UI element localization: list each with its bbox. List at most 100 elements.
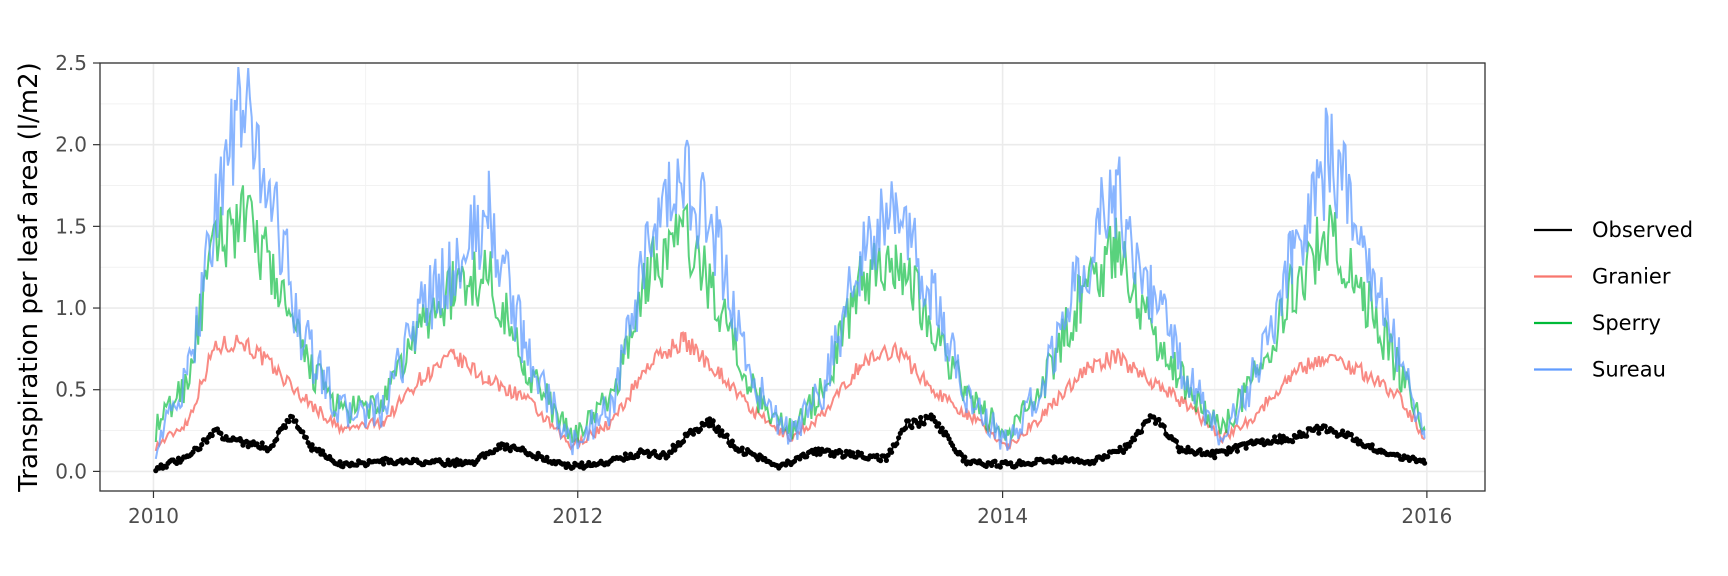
observed-point (909, 424, 915, 431)
observed-point (921, 421, 927, 427)
observed-point (497, 445, 503, 451)
observed-point (337, 459, 343, 465)
y-tick-label: 1.0 (55, 296, 87, 320)
y-axis-title: Transpiration per leaf area (l/m2) (14, 62, 44, 493)
observed-point (710, 418, 716, 424)
observed-point (579, 460, 585, 466)
observed-point (1145, 418, 1152, 424)
observed-point (1322, 423, 1328, 429)
observed-point (1422, 460, 1428, 466)
legend-label-sperry: Sperry (1592, 311, 1661, 335)
observed-point (622, 451, 629, 457)
observed-point (889, 449, 895, 455)
observed-point (1340, 428, 1346, 434)
observed-point (918, 414, 924, 421)
observed-point (644, 448, 651, 454)
observed-point (885, 452, 891, 458)
observed-point (874, 452, 880, 458)
observed-point (1243, 445, 1249, 451)
observed-point (690, 431, 697, 437)
observed-point (1156, 416, 1162, 423)
legend-label-granier: Granier (1592, 265, 1671, 289)
observed-point (1151, 414, 1157, 420)
y-tick-label: 2.0 (55, 133, 87, 157)
y-tick-label: 0.0 (55, 459, 87, 483)
observed-point (1185, 444, 1191, 450)
observed-point (199, 442, 205, 448)
observed-point (381, 461, 387, 467)
observed-point (1120, 449, 1127, 455)
observed-point (293, 418, 299, 424)
observed-point (1272, 434, 1278, 440)
observed-point (1050, 460, 1056, 466)
observed-point (905, 418, 912, 424)
observed-point (163, 464, 169, 470)
observed-point (755, 457, 761, 463)
observed-point (708, 422, 715, 428)
observed-point (190, 449, 196, 455)
observed-point (1126, 443, 1132, 449)
observed-point (482, 454, 488, 460)
observed-point (1348, 431, 1354, 438)
observed-point (804, 454, 810, 460)
legend-label-sureau: Sureau (1592, 358, 1666, 382)
x-tick-label: 2012 (552, 504, 603, 528)
observed-point (1212, 455, 1218, 461)
observed-point (838, 449, 844, 455)
observed-point (1369, 442, 1375, 448)
observed-point (946, 436, 952, 442)
ticks-layer (93, 62, 1428, 498)
observed-point (445, 457, 451, 463)
observed-point (958, 451, 964, 457)
observed-point (936, 421, 942, 427)
observed-point (1105, 454, 1111, 460)
observed-point (719, 428, 725, 434)
observed-point (715, 424, 722, 430)
plot-border (99, 62, 1486, 492)
observed-point (303, 434, 309, 441)
x-tick-label: 2016 (1401, 504, 1452, 528)
observed-point (1259, 437, 1265, 443)
observed-point (930, 414, 937, 420)
series-line-sureau (154, 67, 1426, 460)
observed-point (1138, 429, 1145, 435)
tick-labels: 2010 2012 2014 2016 0.0 0.5 1.0 1.5 2.0 2.5 (55, 51, 1452, 528)
x-tick-label: 2014 (977, 504, 1028, 528)
observed-point (270, 442, 276, 448)
observed-point (1131, 437, 1138, 443)
observed-point (309, 442, 315, 448)
observed-point (665, 453, 671, 459)
observed-point (1161, 423, 1167, 429)
observed-point (878, 458, 884, 464)
observed-point (1197, 447, 1203, 453)
observed-point (902, 425, 909, 431)
legend: Observed Granier Sperry Sureau (1534, 218, 1693, 382)
observed-point (286, 418, 292, 425)
observed-point (916, 423, 922, 429)
observed-point (1052, 455, 1058, 461)
observed-point (896, 435, 902, 441)
observed-point (1173, 438, 1179, 444)
observed-point (282, 424, 288, 430)
observed-point (939, 425, 945, 431)
x-tick-label: 2010 (128, 504, 179, 528)
observed-point (697, 426, 704, 432)
y-tick-label: 2.5 (55, 51, 87, 75)
observed-point (1316, 430, 1322, 436)
observed-point (850, 450, 856, 456)
observed-point (197, 446, 203, 452)
legend-label-observed: Observed (1592, 218, 1693, 242)
observed-point (300, 429, 306, 435)
series-layer (153, 67, 1428, 474)
observed-point (544, 454, 550, 460)
observed-point (1234, 448, 1240, 454)
y-tick-label: 0.5 (55, 378, 87, 402)
observed-point (817, 451, 823, 457)
observed-point (831, 453, 837, 459)
observed-point (259, 440, 265, 446)
observed-point (204, 439, 210, 445)
observed-point (209, 432, 215, 439)
observed-point (1304, 433, 1310, 439)
observed-point (992, 458, 998, 464)
